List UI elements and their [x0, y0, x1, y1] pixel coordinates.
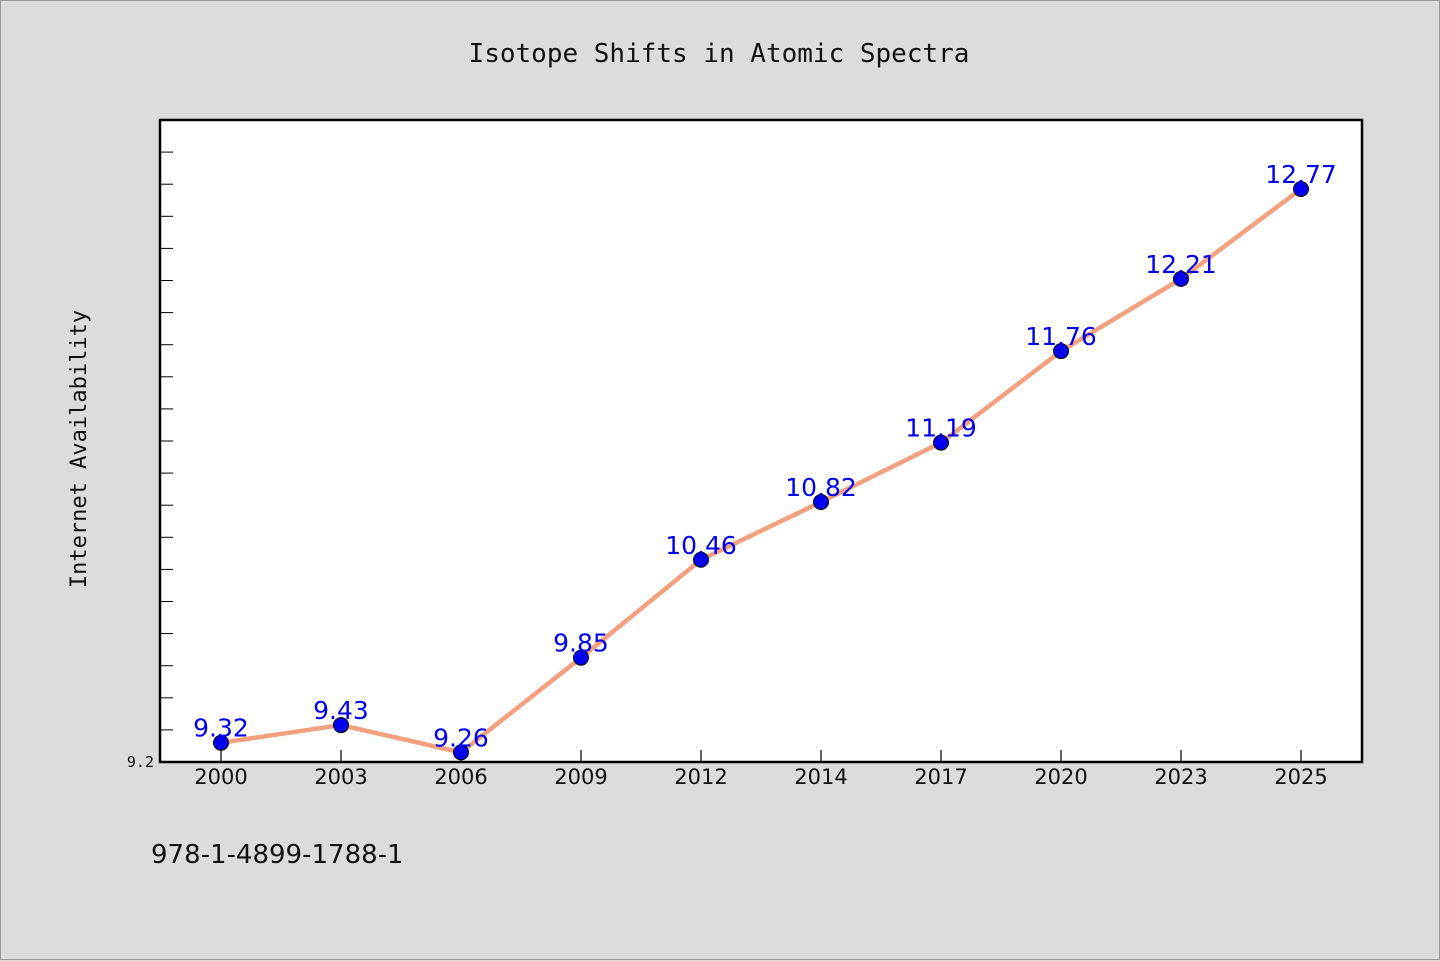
x-tick-label: 2017	[914, 765, 967, 789]
data-point	[213, 734, 229, 751]
y-axis-ticks: 9.2	[127, 119, 173, 771]
data-label: 10.46	[665, 531, 737, 560]
data-point	[933, 434, 949, 451]
data-point	[1053, 343, 1069, 360]
chart-title: Isotope Shifts in Atomic Spectra	[469, 39, 970, 69]
data-point	[1293, 181, 1309, 198]
x-tick-label: 2025	[1274, 765, 1327, 789]
data-label: 11.19	[905, 414, 977, 443]
x-tick-label: 2006	[434, 765, 487, 789]
data-point	[453, 744, 469, 761]
data-label: 11.76	[1025, 322, 1097, 351]
data-points	[213, 181, 1309, 761]
data-point	[573, 649, 589, 666]
data-label: 12.21	[1145, 250, 1217, 279]
data-label: 12.77	[1265, 160, 1337, 189]
data-label: 10.82	[785, 473, 857, 502]
x-tick-label: 2009	[554, 765, 607, 789]
data-point	[693, 551, 709, 568]
data-labels: 9.32 9.43 9.26 9.85 10.46 10.82 11.19 11.76 12.2…	[193, 160, 1337, 752]
plot-area	[158, 118, 1364, 764]
data-label: 9.32	[193, 714, 249, 743]
data-point	[813, 493, 829, 510]
y-axis-label: Internet Availability	[67, 310, 92, 588]
x-tick-label: 2000	[194, 765, 247, 789]
x-axis-ticks: 2000 2003 2006 2009 2012 2014 2017 2020 2023 2025	[194, 750, 1328, 789]
x-tick-label: 2003	[314, 765, 367, 789]
data-label: 9.85	[553, 629, 609, 658]
data-point	[333, 717, 349, 734]
data-point	[1173, 270, 1189, 287]
x-tick-label: 2012	[674, 765, 727, 789]
series-line	[220, 187, 1303, 755]
footnote: 978-1-4899-1788-1	[151, 840, 404, 870]
x-tick-label: 2020	[1034, 765, 1087, 789]
y-tick-label: 9.2	[127, 753, 154, 771]
data-label: 9.26	[433, 723, 489, 752]
data-label: 9.43	[313, 696, 369, 725]
x-tick-label: 2023	[1154, 765, 1207, 789]
x-tick-label: 2014	[794, 765, 847, 789]
